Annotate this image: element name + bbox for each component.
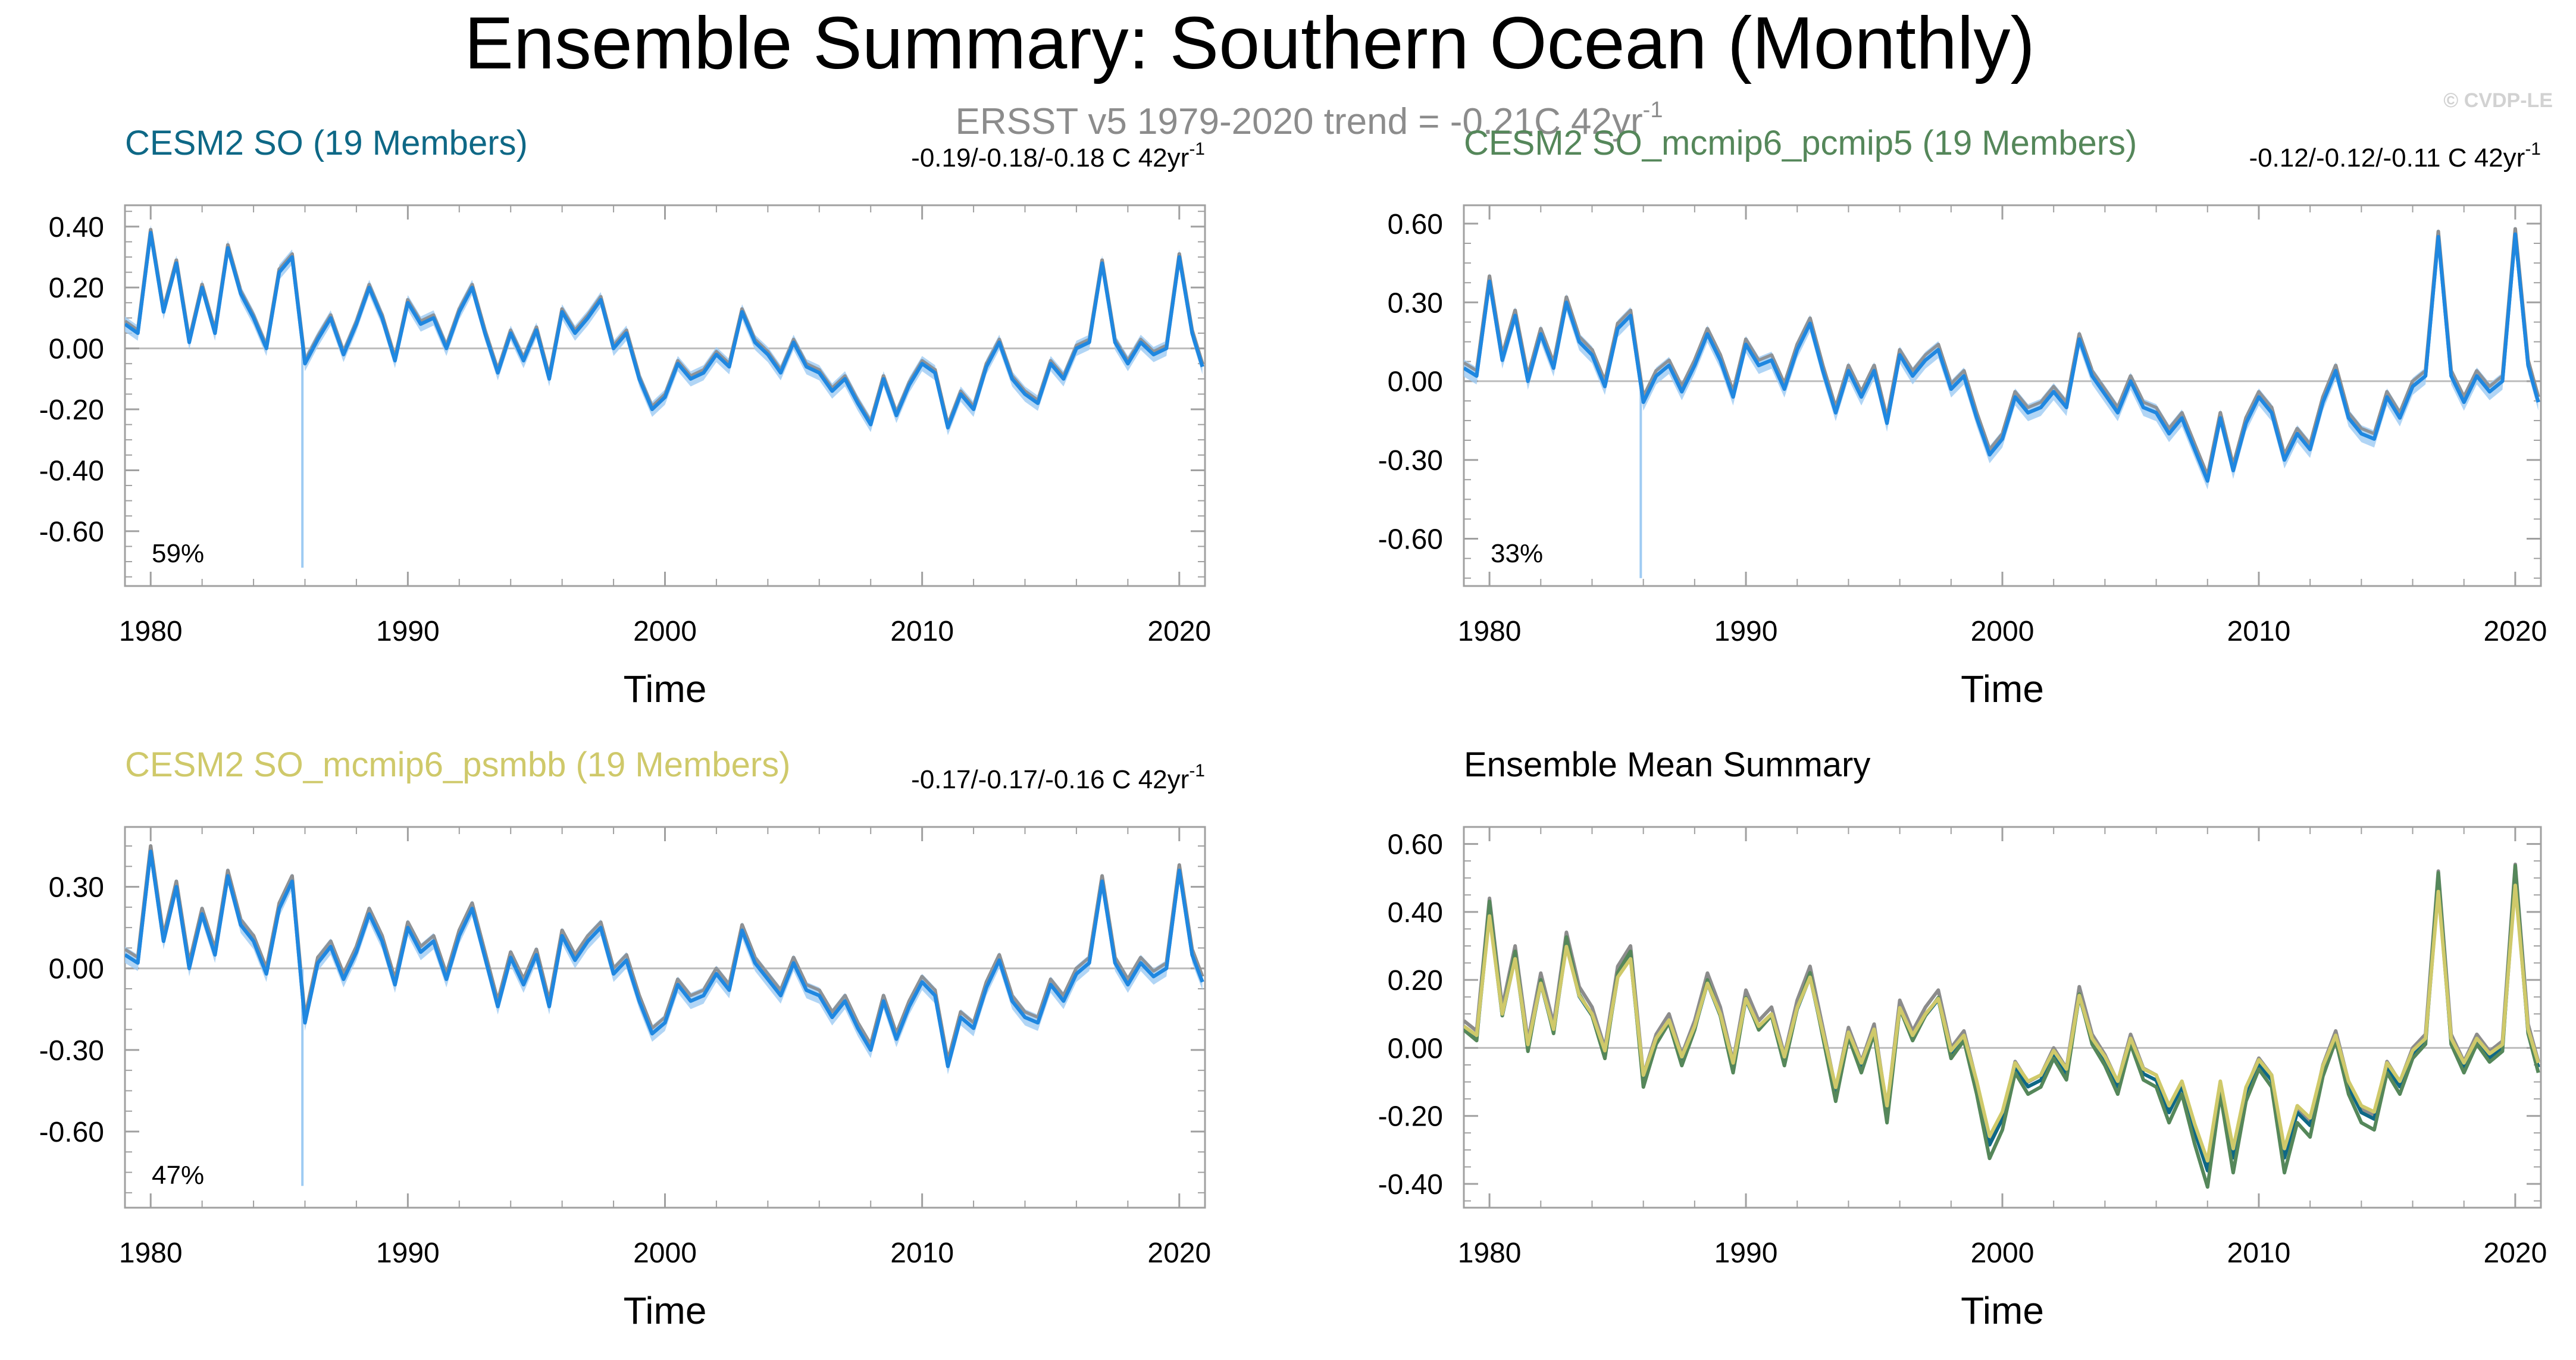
x-tick-label: 1980 [119, 616, 183, 647]
percent-label: 59% [152, 539, 204, 568]
x-tick-label: 2000 [1971, 1237, 2034, 1269]
ensemble-spread [125, 225, 1203, 435]
series-line-ens-top [125, 850, 1204, 1068]
percent-label: 47% [152, 1161, 204, 1190]
panel-p4: 0.60 0.40 0.20 0.00 -0.20 -0.40 1980 1990 2000 20… [1378, 745, 2547, 1332]
y-tick-label: 0.00 [49, 954, 104, 985]
y-tick-label: 0.60 [1388, 829, 1443, 861]
trend-text: -0.19/-0.18/-0.18 C 42yr-1 [911, 139, 1205, 173]
y-tick-label: -0.60 [1378, 524, 1443, 556]
x-tick-label: 2020 [1147, 1237, 1211, 1269]
figure-subtitle: ERSST v5 1979-2020 trend = -0.21C 42yr-1 [956, 98, 1663, 142]
x-axis-label: Time [624, 668, 707, 710]
x-tick-label: 1990 [376, 616, 440, 647]
panel-p2: 0.60 0.30 0.00 -0.30 -0.60 1980 1990 2000 2010 20… [1378, 124, 2547, 710]
figure-subtitle-text: ERSST v5 1979-2020 trend = -0.21C 42yr [956, 101, 1643, 142]
x-tick-label: 1980 [1458, 1237, 1522, 1269]
trend-text: -0.17/-0.17/-0.16 C 42yr-1 [911, 761, 1205, 794]
x-tick-label: 1980 [119, 1237, 183, 1269]
plot-frame [1463, 826, 2542, 1209]
trend-value: -0.17/-0.17/-0.16 C 42yr [911, 765, 1189, 794]
x-tick-label: 1990 [376, 1237, 440, 1269]
x-tick-label: 2010 [2227, 616, 2291, 647]
y-tick-label: 0.00 [1388, 1033, 1443, 1064]
watermark: © CVDP-LE [2443, 89, 2553, 112]
series-group [125, 225, 1204, 568]
y-tick-label: -0.60 [39, 1117, 104, 1148]
x-tick-label: 2000 [633, 1237, 697, 1269]
ensemble-spread [125, 843, 1203, 1074]
series-group [1464, 225, 2540, 578]
figure-title: Ensemble Summary: Southern Ocean (Monthl… [464, 2, 2035, 84]
x-axis-label: Time [624, 1289, 707, 1332]
trend-sup: -1 [1189, 139, 1205, 159]
x-tick-label: 2000 [1971, 616, 2034, 647]
series-group [125, 843, 1204, 1186]
panel-p1: 0.40 0.20 0.00 -0.20 -0.40 -0.60 1980 1990 2000 2… [39, 124, 1212, 710]
x-tick-label: 2020 [2484, 1237, 2547, 1269]
y-tick-label: 0.20 [1388, 965, 1443, 997]
x-tick-label: 2010 [2227, 1237, 2291, 1269]
y-tick-label: -0.30 [39, 1035, 104, 1067]
y-tick-label: -0.60 [39, 516, 104, 548]
y-tick-label: -0.40 [39, 455, 104, 487]
x-tick-label: 2020 [1147, 616, 1211, 647]
y-tick-label: 0.00 [1388, 366, 1443, 398]
x-tick-label: 2000 [633, 616, 697, 647]
x-tick-label: 2010 [890, 1237, 954, 1269]
series-line-ens-top [125, 231, 1204, 430]
series-line-pcmip5 [1464, 864, 2540, 1189]
x-axis-label: Time [1961, 1289, 2044, 1332]
plot-frame [1463, 204, 2542, 587]
x-tick-label: 1990 [1714, 616, 1778, 647]
percent-label: 33% [1491, 539, 1543, 568]
y-tick-label: 0.40 [49, 212, 104, 243]
panel-title: CESM2 SO_mcmip6_psmbb (19 Members) [125, 745, 790, 784]
x-tick-label: 1990 [1714, 1237, 1778, 1269]
x-tick-label: 2010 [890, 616, 954, 647]
y-tick-label: -0.20 [1378, 1101, 1443, 1133]
panel-title: Ensemble Mean Summary [1464, 745, 1870, 784]
y-tick-label: 0.00 [49, 334, 104, 365]
trend-sup: -1 [2525, 139, 2541, 159]
x-axis-label: Time [1961, 668, 2044, 710]
figure-subtitle-sup: -1 [1643, 98, 1663, 123]
y-tick-label: 0.40 [1388, 897, 1443, 929]
panel-title: CESM2 SO_mcmip6_pcmip5 (19 Members) [1464, 124, 2137, 162]
y-tick-label: 0.60 [1388, 209, 1443, 240]
y-tick-label: -0.40 [1378, 1169, 1443, 1201]
y-tick-label: -0.20 [39, 394, 104, 426]
panel-p3: 0.30 0.00 -0.30 -0.60 1980 1990 2000 2010 2020 Ti… [39, 745, 1212, 1332]
y-tick-label: 0.30 [1388, 287, 1443, 319]
series-line-ens-top [1464, 232, 2540, 483]
trend-text: -0.12/-0.12/-0.11 C 42yr-1 [2249, 139, 2541, 173]
x-tick-label: 2020 [2484, 616, 2547, 647]
series-line-psmbb [1464, 883, 2540, 1163]
y-tick-label: -0.30 [1378, 445, 1443, 477]
x-tick-label: 1980 [1458, 616, 1522, 647]
y-tick-label: 0.20 [49, 272, 104, 304]
series-group [1464, 862, 2540, 1189]
panels: 0.40 0.20 0.00 -0.20 -0.40 -0.60 1980 1990 2000 2… [39, 124, 2547, 1332]
panel-title: CESM2 SO (19 Members) [125, 124, 528, 162]
trend-value: -0.12/-0.12/-0.11 C 42yr [2249, 143, 2525, 173]
y-tick-label: 0.30 [49, 872, 104, 904]
trend-value: -0.19/-0.18/-0.18 C 42yr [911, 143, 1189, 173]
trend-sup: -1 [1189, 761, 1205, 781]
